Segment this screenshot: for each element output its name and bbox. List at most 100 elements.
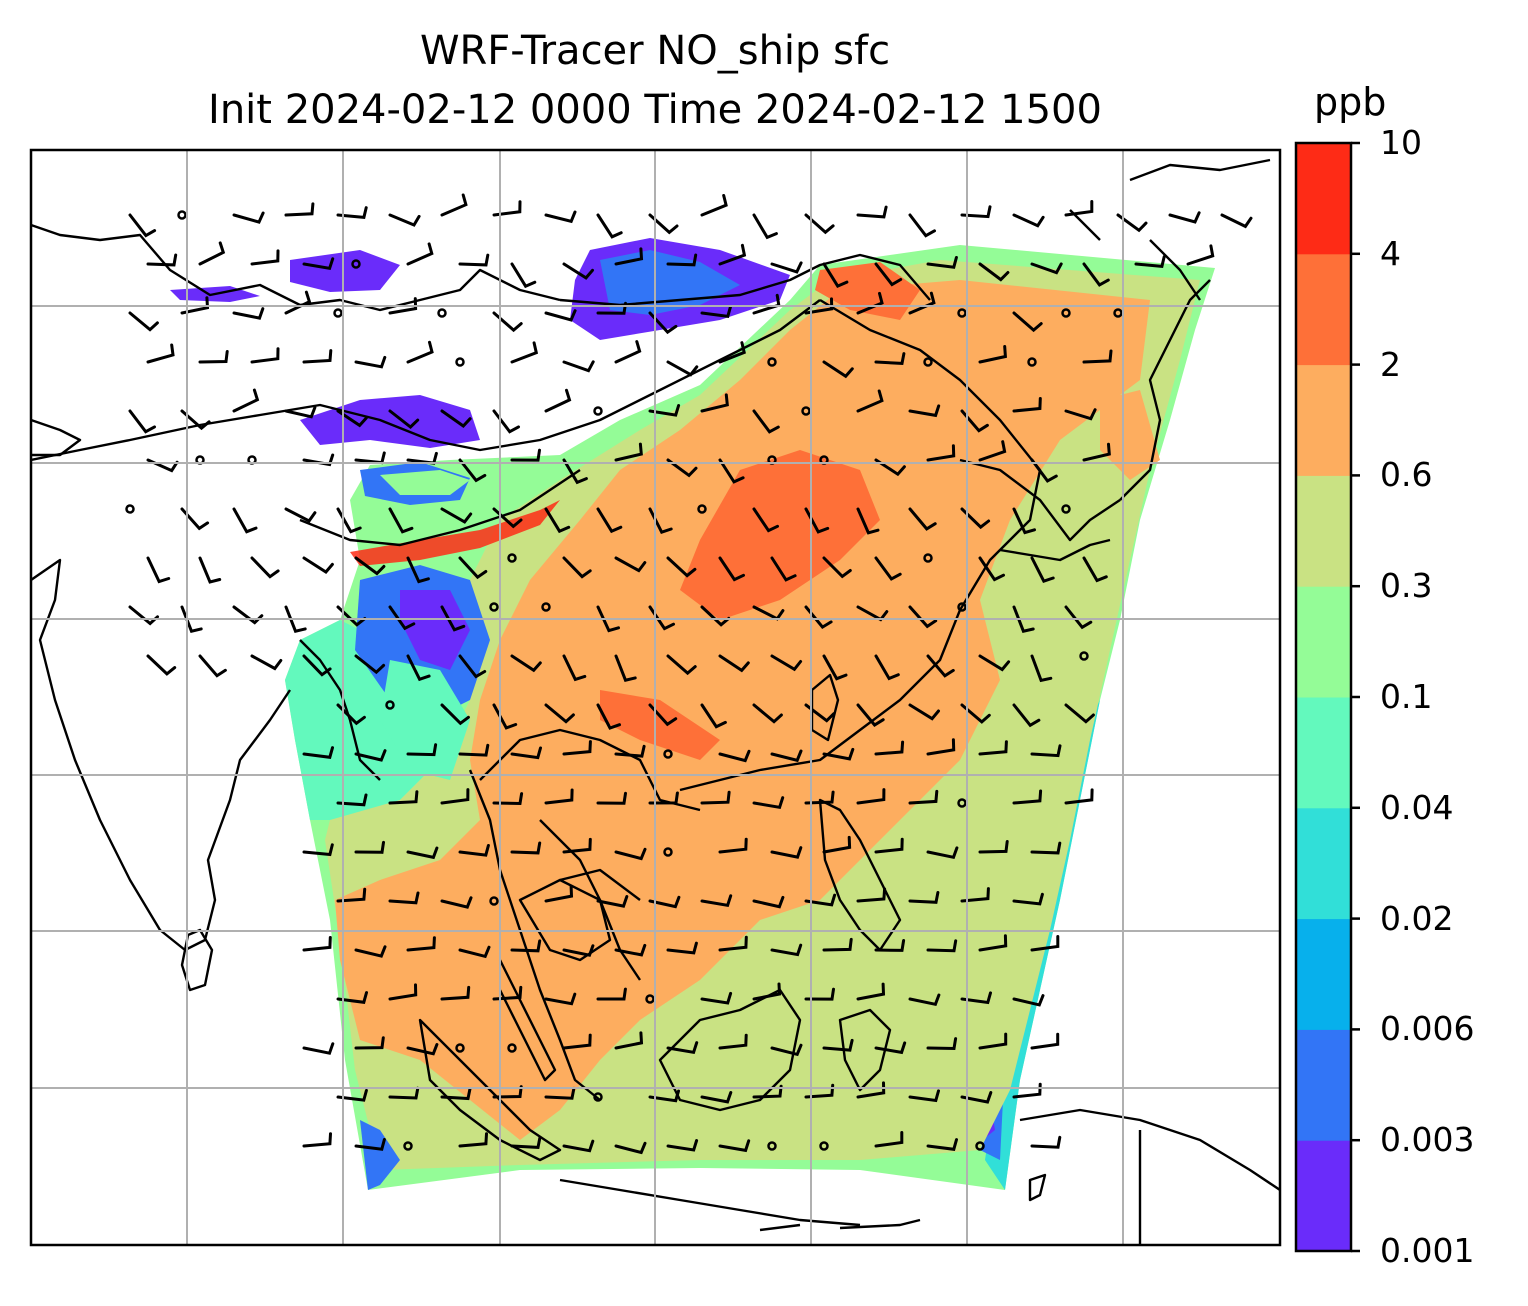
wind-barb [406,654,431,682]
wind-barb [406,340,434,364]
wind-barb [648,507,673,535]
borneo [658,988,802,1112]
calm-wind-marker [385,700,395,710]
wind-barb [388,507,414,534]
wind-barb [544,992,577,1006]
wind-barb [718,243,747,266]
wind-barb [926,738,956,756]
wind-barb [440,1087,472,1101]
wind-barb [510,341,539,364]
wind-barb [596,213,623,239]
wind-barb [770,749,803,763]
wind-barb [336,703,366,726]
wind-barb [146,253,178,267]
wind-barb [614,1031,644,1050]
wind-barb [562,837,592,854]
wind-barb [1186,244,1215,266]
wind-barb [874,1041,907,1055]
calm-wind-marker [593,406,603,416]
wind-barb [822,556,852,579]
colorbar-tick-label: 0.02 [1380,898,1454,938]
wind-barb [1030,262,1063,275]
wind-barb [510,1136,542,1149]
wind-barb [1030,935,1060,952]
myanmar-coast [299,639,381,781]
wind-barb [510,262,537,289]
korea-coast [1119,279,1211,501]
colorbar-segment [1296,1029,1351,1141]
domain-red-2 [680,450,880,620]
calm-wind-marker [541,602,551,612]
wind-barb [562,360,595,373]
wind-barb [822,654,848,681]
wind-barb [908,1089,940,1103]
wind-barb [302,654,332,677]
colorbar-segment [1296,143,1351,255]
wind-barb [666,253,698,267]
wind-barb [440,788,470,805]
wind-barb [250,249,280,266]
calm-wind-marker [333,308,343,318]
wind-barb [960,507,991,530]
calm-wind-marker [957,798,967,808]
wind-barb [596,895,629,908]
sumatra [418,1018,562,1162]
wind-barb [908,605,938,629]
wind-barb [960,991,992,1005]
wind-barb [1030,1135,1062,1149]
wind-barb [666,556,697,578]
wind-barb [596,605,620,633]
wind-barb [926,1138,958,1151]
malay-peninsula [498,959,557,1082]
wind-barb [284,202,315,217]
japan-south [999,538,1111,562]
wind-barb [1012,605,1035,633]
wind-barb [250,347,280,364]
wind-barb [1030,458,1058,483]
north-border-2 [559,253,931,307]
colorbar-segment [1296,918,1351,1030]
wind-barb [1134,255,1166,269]
calm-wind-marker [767,357,777,367]
wind-barb [666,1139,699,1152]
wind-barb [718,837,748,854]
wind-barb [250,654,283,671]
wind-barb [562,556,592,579]
wind-barb [510,841,542,855]
wind-barb [770,846,803,859]
wind-barb [822,360,854,379]
wind-barb [128,213,157,238]
tibet-teal [380,660,470,780]
wind-barb [354,945,387,958]
wind-barb [354,556,386,576]
wind-barb [1082,442,1111,462]
calm-wind-marker [489,602,499,612]
wind-barb [492,985,523,1001]
wind-barb [804,893,837,907]
wind-barb [718,749,751,763]
wind-barb [614,847,647,861]
gulf-thailand [518,878,612,962]
colorbar-tick-label: 0.1 [1380,677,1433,716]
wind-barb [198,241,226,266]
colorbar-tick-label: 2 [1380,344,1401,384]
wind-barb [856,507,880,535]
wind-barb [458,844,490,857]
wind-barb [440,409,472,428]
calm-wind-marker [455,357,465,367]
wind-barb [770,943,803,957]
wind-barb [596,507,623,534]
wind-barb [822,937,853,952]
wind-barb [700,790,731,805]
calm-wind-marker [923,553,933,563]
wind-barb [908,993,941,1007]
wind-barb [562,740,592,756]
wind-barb [908,404,941,418]
wind-barb [406,846,439,860]
wind-barb [614,744,646,758]
wind-barb [978,262,1010,282]
wind-barb [232,507,258,534]
wind-barb [232,307,265,320]
wind-barb [336,1089,368,1102]
wind-barb [336,206,368,220]
